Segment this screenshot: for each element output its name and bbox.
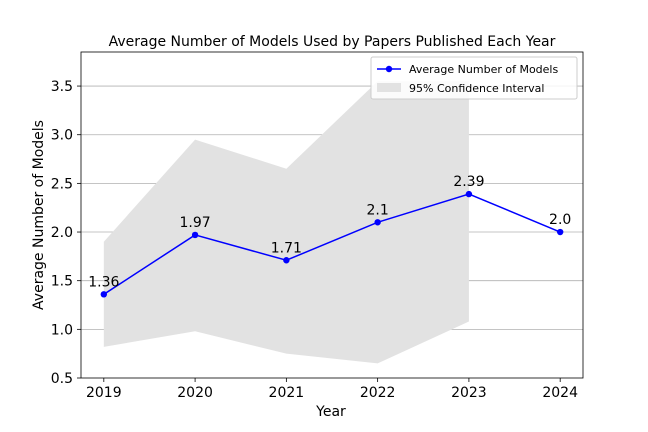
data-label: 1.97 (180, 215, 211, 231)
y-tick-label: 2.0 (51, 225, 73, 241)
x-tick-label: 2022 (360, 385, 396, 401)
data-label: 1.36 (88, 274, 119, 290)
x-tick-label: 2024 (542, 385, 578, 401)
chart-title: Average Number of Models Used by Papers … (109, 34, 556, 50)
confidence-interval-band (103, 81, 469, 364)
series-layer (100, 190, 564, 298)
data-point (374, 219, 381, 226)
series-line (103, 193, 561, 295)
legend-band-swatch (377, 83, 401, 92)
legend-marker-swatch (385, 65, 393, 73)
data-label: 2.0 (549, 212, 571, 228)
y-ticks: 0.5 1.0 1.5 2.0 2.5 3.0 3.5 (51, 79, 81, 387)
y-axis-label: Average Number of Models (31, 120, 47, 310)
data-labels: 1.36 1.97 1.71 2.1 2.39 2.0 (88, 174, 571, 290)
data-point (100, 291, 108, 298)
x-tick-label: 2021 (269, 385, 305, 401)
plot-area-border (80, 51, 584, 379)
data-point (556, 228, 564, 236)
plot-frame (80, 51, 584, 379)
y-tick-label: 2.5 (51, 176, 73, 192)
legend: Average Number of Models 95% Confidence … (370, 56, 578, 100)
data-point (191, 231, 199, 239)
legend-band-label: 95% Confidence Interval (409, 82, 544, 95)
data-label: 1.71 (271, 240, 302, 256)
data-point (283, 257, 290, 264)
x-axis-label: Year (315, 404, 346, 420)
legend-box (370, 56, 578, 100)
y-tick-label: 3.5 (51, 79, 73, 95)
y-tick-label: 3.0 (51, 128, 73, 144)
x-tick-label: 2023 (451, 385, 487, 401)
legend-series-label: Average Number of Models (409, 63, 558, 76)
x-ticks: 2019 2020 2021 2022 2023 2024 (86, 378, 578, 401)
confidence-band (103, 81, 469, 364)
x-tick-label: 2019 (86, 385, 122, 401)
x-tick-label: 2020 (177, 385, 213, 401)
y-tick-label: 0.5 (51, 371, 73, 387)
y-tick-label: 1.5 (51, 274, 73, 290)
y-tick-label: 1.0 (51, 322, 73, 338)
data-point (465, 190, 473, 198)
data-label: 2.1 (367, 202, 389, 218)
data-label: 2.39 (453, 174, 484, 190)
